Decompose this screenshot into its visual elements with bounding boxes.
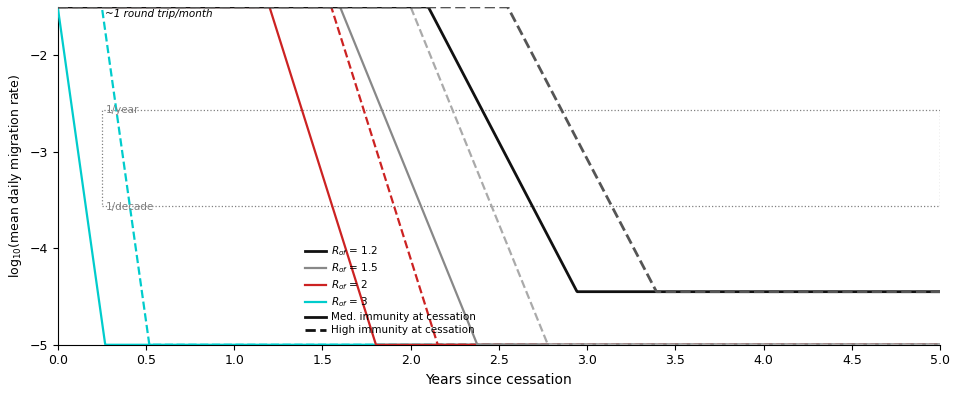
Legend: $R_{of}$ = 1.2, $R_{of}$ = 1.5, $R_{of}$ = 2, $R_{of}$ = 3, Med. immunity at ces: $R_{of}$ = 1.2, $R_{of}$ = 1.5, $R_{of}$… (301, 240, 480, 340)
Y-axis label: log$_{10}$(mean daily migration rate): log$_{10}$(mean daily migration rate) (7, 74, 24, 278)
Text: 1/decade: 1/decade (105, 202, 154, 212)
Text: 1/year: 1/year (105, 106, 139, 115)
X-axis label: Years since cessation: Years since cessation (426, 373, 572, 387)
Text: ~1 round trip/month: ~1 round trip/month (105, 9, 213, 19)
